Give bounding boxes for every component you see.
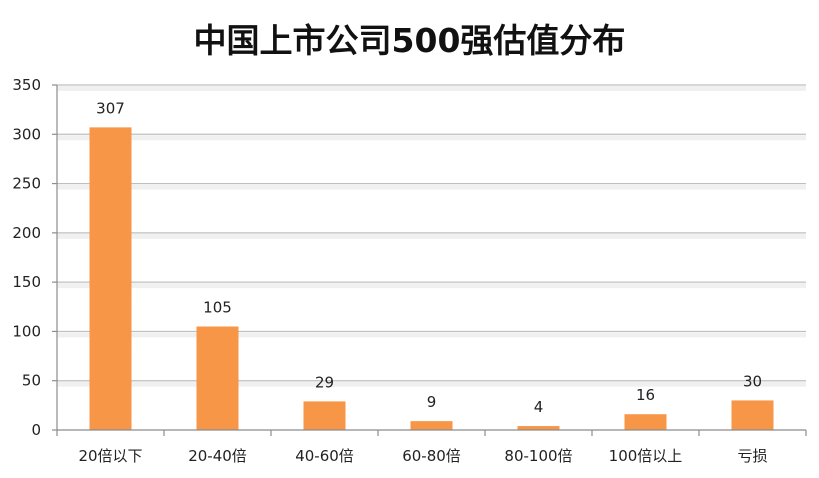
x-tick-label: 亏损 (737, 447, 767, 465)
gridline-shadow (57, 86, 806, 91)
axes (52, 84, 807, 436)
y-tick-label: 50 (22, 372, 41, 390)
data-label: 9 (427, 393, 437, 411)
gridline-shadow (57, 184, 806, 190)
bar (303, 401, 346, 430)
bar (624, 414, 667, 430)
y-tick-label: 250 (12, 175, 41, 193)
y-tick-label: 100 (12, 322, 41, 340)
data-label: 105 (203, 299, 232, 317)
data-label: 16 (636, 386, 655, 404)
y-tick-label: 150 (12, 273, 41, 291)
gridline-shadow (57, 381, 806, 387)
chart-title: 中国上市公司500强估值分布 (193, 21, 626, 60)
bar (410, 421, 453, 430)
x-tick-label: 20-40倍 (188, 447, 247, 465)
bar (196, 326, 239, 430)
bar (89, 127, 132, 430)
bars (89, 127, 774, 430)
bar (731, 400, 774, 430)
gridline-shadow (57, 332, 806, 338)
x-tick-label: 20倍以下 (78, 447, 142, 465)
y-tick-label: 200 (12, 224, 41, 242)
gridline-shadow (57, 283, 806, 289)
labels: 0 50 100 150 200 250 300 350 307 20倍以下 105 20-40倍 29… (12, 76, 767, 465)
x-tick-label: 60-80倍 (402, 447, 461, 465)
data-label: 307 (96, 99, 125, 117)
gridline-shadow (57, 233, 806, 239)
data-label: 4 (534, 398, 544, 416)
x-tick-label: 80-100倍 (504, 447, 572, 465)
y-tick-label: 350 (12, 76, 41, 94)
y-tick-label: 300 (12, 125, 41, 143)
x-tick-label: 100倍以上 (609, 447, 683, 465)
bar (517, 426, 560, 430)
x-tick-label: 40-60倍 (295, 447, 354, 465)
grid-lines (57, 84, 806, 387)
data-label: 29 (315, 373, 334, 391)
y-tick-label: 0 (31, 421, 41, 439)
data-label: 30 (743, 372, 762, 390)
gridline-shadow (57, 135, 806, 141)
